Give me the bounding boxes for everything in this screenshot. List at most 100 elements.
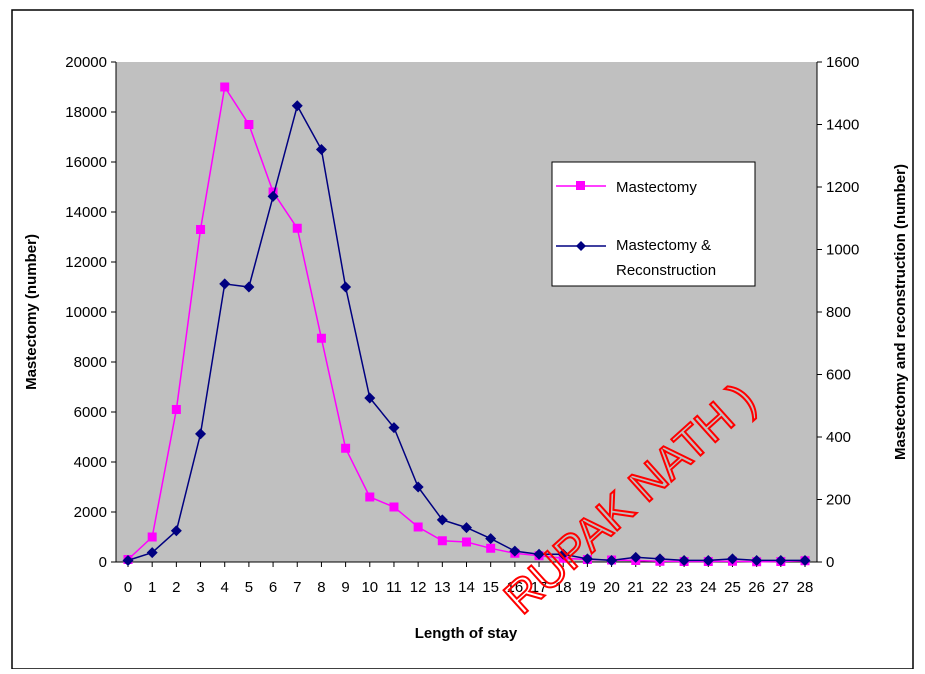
y-tick-label-left: 6000 — [74, 404, 107, 421]
data-point-diamond — [219, 278, 231, 290]
x-tick-label: 21 — [627, 579, 644, 596]
data-point-diamond — [412, 481, 424, 493]
series-layer — [122, 82, 811, 567]
y-tick-label-right: 800 — [826, 304, 851, 321]
x-tick-label: 4 — [221, 579, 229, 596]
data-point-square — [171, 405, 181, 414]
y-tick-label-right: 0 — [826, 554, 834, 571]
data-point-square — [389, 502, 399, 512]
data-point-square — [244, 120, 254, 129]
data-point-diamond — [291, 100, 303, 112]
legend: Mastectomy Mastectomy & Reconstruction — [551, 161, 756, 287]
series-mastectomy-reconstruction — [122, 100, 811, 566]
x-tick-label: 6 — [269, 579, 277, 596]
x-tick-label: 25 — [724, 579, 741, 596]
data-point-square — [413, 522, 423, 532]
x-tick-label: 9 — [341, 579, 349, 596]
y-tick-label-left: 2000 — [74, 504, 107, 521]
data-point-diamond — [461, 522, 472, 534]
data-point-diamond — [581, 553, 593, 565]
y-tick-label-left: 10000 — [65, 304, 107, 321]
data-point-diamond — [364, 392, 376, 404]
y-tick-label-left: 18000 — [65, 104, 107, 121]
x-tick-label: 19 — [579, 579, 596, 596]
x-tick-label: 11 — [386, 579, 402, 596]
data-point-diamond — [557, 548, 569, 560]
data-point-diamond — [533, 548, 545, 560]
y-tick-label-right: 400 — [826, 429, 851, 446]
x-tick-label: 0 — [124, 579, 132, 596]
legend-label-reconstruction-line1: Mastectomy & — [616, 237, 711, 254]
plot-area — [116, 62, 817, 562]
y-tick-label-left: 4000 — [74, 454, 107, 471]
data-point-square — [437, 536, 447, 546]
x-tick-label: 20 — [603, 579, 620, 596]
y-axis-title-left: Mastectomy (number) — [23, 234, 40, 390]
y-tick-label-right: 200 — [826, 492, 851, 509]
legend-label-reconstruction-line2: Reconstruction — [616, 262, 716, 279]
x-tick-label: 1 — [148, 579, 156, 596]
data-point-diamond — [340, 281, 352, 293]
data-point-square — [147, 532, 157, 542]
legend-box — [551, 161, 756, 287]
x-tick-label: 2 — [172, 579, 180, 596]
y-tick-label-right: 1600 — [826, 54, 859, 71]
x-tick-label: 5 — [245, 579, 253, 596]
data-point-diamond — [799, 554, 811, 566]
data-point-square — [341, 443, 351, 453]
data-point-diamond — [195, 428, 207, 440]
y-tick-label-right: 1000 — [826, 242, 859, 259]
y-tick-label-right: 1200 — [826, 179, 859, 196]
data-point-diamond — [509, 545, 521, 557]
data-point-diamond — [243, 281, 255, 293]
x-tick-label: 18 — [555, 579, 572, 596]
data-point-diamond — [146, 547, 158, 559]
data-point-diamond — [678, 554, 690, 566]
data-point-square — [220, 82, 230, 92]
data-point-diamond — [170, 525, 182, 537]
x-tick-label: 26 — [748, 579, 765, 596]
data-point-diamond — [726, 553, 738, 565]
data-point-diamond — [267, 190, 279, 202]
y-tick-label-right: 600 — [826, 367, 851, 384]
data-point-diamond — [315, 144, 327, 155]
data-point-square — [365, 492, 375, 502]
data-point-square — [292, 223, 302, 233]
y-tick-label-left: 14000 — [65, 204, 107, 221]
data-point-square — [486, 543, 496, 553]
x-tick-label: 15 — [482, 579, 499, 596]
x-tick-label: 7 — [293, 579, 301, 596]
data-point-diamond — [702, 554, 714, 566]
y-tick-label-left: 12000 — [65, 254, 107, 271]
x-tick-label: 10 — [361, 579, 378, 596]
x-tick-label: 14 — [458, 579, 475, 596]
x-tick-label: 16 — [507, 579, 524, 596]
x-tick-label: 23 — [676, 579, 693, 596]
y-tick-label-left: 8000 — [74, 354, 107, 371]
x-tick-label: 12 — [410, 579, 427, 596]
axes: 0200040006000800010000120001400016000180… — [65, 54, 859, 596]
data-point-diamond — [436, 514, 448, 526]
x-tick-label: 28 — [797, 579, 814, 596]
x-tick-label: 13 — [434, 579, 451, 596]
y-axis-title-right: Mastectomy and reconstruction (number) — [892, 164, 909, 460]
x-tick-label: 17 — [531, 579, 548, 596]
data-point-square — [196, 225, 206, 234]
data-point-diamond — [606, 554, 618, 566]
x-axis-title: Length of stay — [415, 625, 518, 642]
data-point-diamond — [630, 551, 642, 563]
legend-label-mastectomy: Mastectomy — [616, 179, 697, 196]
data-point-diamond — [388, 422, 400, 434]
x-tick-label: 3 — [196, 579, 204, 596]
data-point-diamond — [751, 554, 763, 566]
data-point-square — [316, 333, 326, 343]
data-point-diamond — [775, 554, 787, 566]
x-tick-label: 27 — [772, 579, 789, 596]
y-tick-label-right: 1400 — [826, 117, 859, 134]
y-tick-label-left: 0 — [99, 554, 107, 571]
data-point-diamond — [654, 553, 666, 565]
legend-marker-reconstruction — [576, 241, 586, 251]
data-point-diamond — [122, 554, 134, 566]
data-point-square — [462, 537, 471, 547]
